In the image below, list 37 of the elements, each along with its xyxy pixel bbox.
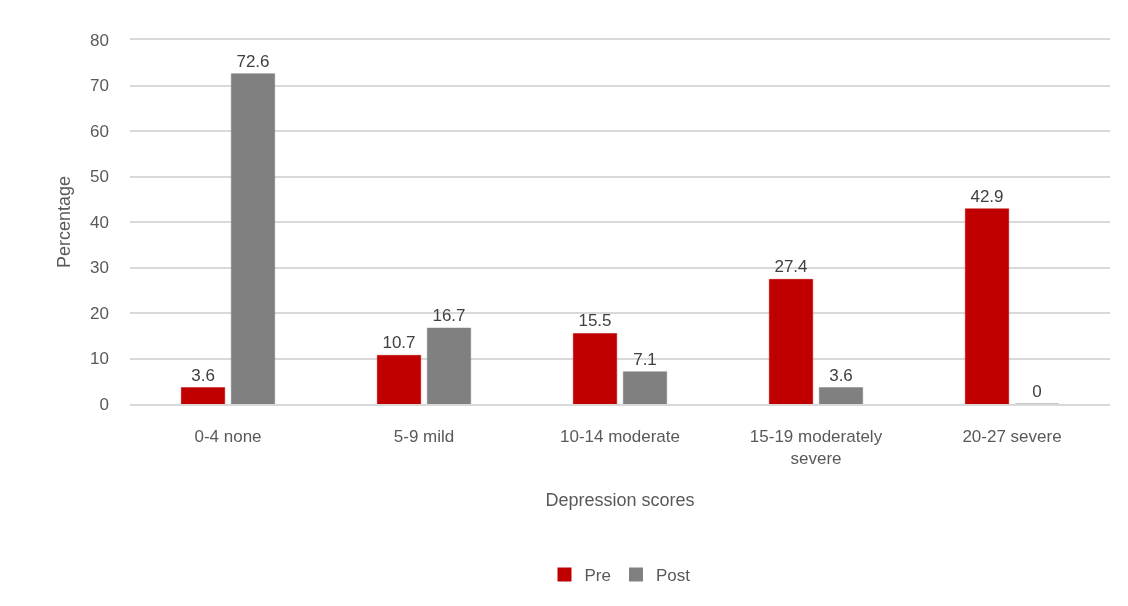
y-tick-label: 50 (90, 167, 109, 187)
legend-label: Pre (584, 566, 611, 586)
data-label: 16.7 (432, 306, 466, 326)
y-tick-label: 60 (90, 121, 109, 141)
x-tick-label: 0-4 none (194, 427, 262, 447)
data-label: 10.7 (382, 333, 416, 353)
bar (965, 208, 1009, 404)
y-axis-title: Percentage (54, 175, 75, 269)
bar (573, 333, 617, 404)
bar (231, 73, 275, 404)
data-label: 42.9 (970, 186, 1004, 206)
y-tick-label: 10 (90, 349, 109, 369)
bar (819, 387, 863, 404)
bar (769, 279, 813, 404)
data-label: 15.5 (578, 311, 612, 331)
bar (181, 387, 225, 404)
bar (623, 371, 667, 404)
x-tick-label: 5-9 mild (393, 427, 455, 447)
y-tick-label: 30 (90, 258, 109, 278)
y-tick-label: 0 (99, 394, 109, 414)
x-axis-title: Depression scores (545, 489, 695, 510)
data-label: 72.6 (236, 51, 270, 71)
x-tick-label: 10-14 moderate (559, 427, 681, 447)
y-tick-label: 70 (90, 76, 109, 96)
bar (377, 355, 421, 404)
legend-label: Post (655, 566, 691, 586)
bar (427, 327, 471, 404)
data-label: 27.4 (774, 257, 808, 277)
y-tick-label: 40 (90, 212, 109, 232)
x-tick-label: 20-27 severe (962, 427, 1062, 447)
y-tick-label: 80 (90, 30, 109, 50)
y-tick-label: 20 (90, 303, 109, 323)
data-label: 7.1 (633, 349, 657, 369)
data-label: 0 (1032, 382, 1042, 401)
data-label: 3.6 (191, 365, 215, 385)
data-label: 3.6 (829, 365, 853, 385)
x-tick-label: 15-19 moderately severe (749, 427, 883, 469)
